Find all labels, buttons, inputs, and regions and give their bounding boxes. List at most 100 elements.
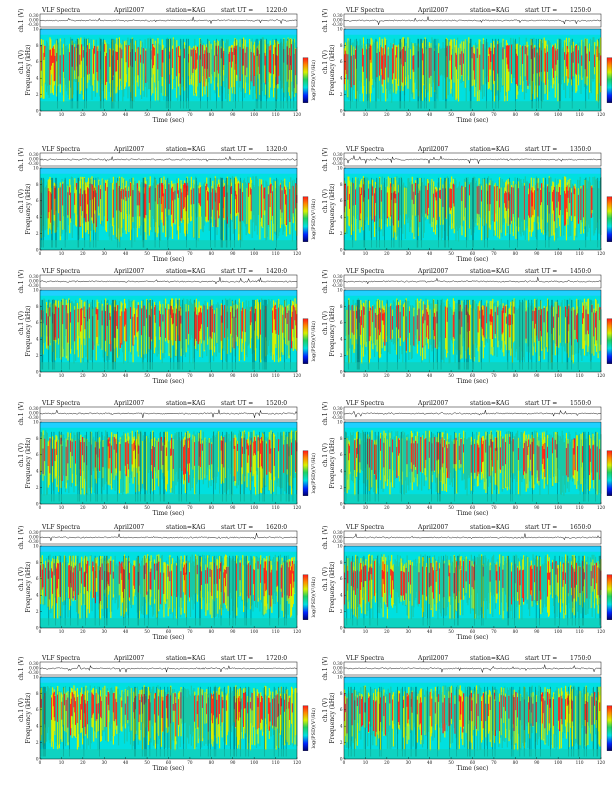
spectrogram-streak [220, 46, 222, 87]
spectrogram-spike [439, 431, 441, 502]
spectrogram-streak [99, 37, 101, 97]
spectrogram-intense-streak [195, 49, 197, 70]
spectrogram-streak [144, 306, 146, 359]
spectrogram-intense-streak [109, 49, 111, 67]
spectrogram-streak [106, 43, 108, 82]
spectrogram-intense-streak [235, 190, 237, 200]
spectrogram-streak [489, 434, 491, 483]
spectrogram-streak [483, 179, 485, 226]
spectrogram-streak [148, 442, 150, 470]
spectrogram-intense-streak [266, 570, 268, 590]
x-tick-label: 100 [250, 373, 258, 378]
spectrogram-spike [242, 38, 243, 109]
spectrogram-streak [257, 302, 259, 340]
spectrogram-intense-streak [535, 307, 537, 324]
spectrogram-intense-streak [118, 561, 120, 584]
spectrogram-streak [424, 37, 426, 98]
spectrogram-intense-streak [237, 183, 240, 213]
spectrogram-streak [130, 183, 132, 230]
spectrogram-intense-streak [515, 49, 517, 85]
spectrogram-streak [553, 559, 555, 606]
spectrogram-spike [508, 555, 509, 626]
spectrogram-streak [107, 44, 109, 83]
spectrogram-streak [591, 40, 593, 79]
spectrogram-streak [352, 188, 354, 232]
spectrogram-streak [213, 304, 215, 362]
spectrogram-streak [475, 431, 478, 481]
spectrogram-streak [448, 303, 450, 364]
spectrogram-intense-streak [248, 563, 250, 599]
spectrogram-intense-streak [532, 47, 534, 74]
spectrogram-streak [428, 430, 430, 489]
spectrogram-spike [598, 38, 599, 109]
spectrogram-spike [254, 299, 255, 370]
spectrogram-spike [365, 431, 366, 502]
x-tick-label: 30 [102, 112, 108, 117]
spectrogram-spike [149, 299, 151, 370]
spectrogram-streak [183, 44, 185, 87]
spectrogram-intense-streak [598, 53, 600, 61]
spectrogram-spike [280, 431, 282, 502]
spectrogram-intense-streak [383, 309, 385, 325]
spectrogram-intense-streak [198, 312, 200, 342]
colorbar [302, 57, 309, 103]
spectrogram-spike [567, 555, 569, 626]
spectrogram-streak [293, 437, 295, 471]
spectrogram-streak [98, 566, 100, 610]
spectrogram-intense-streak [190, 189, 192, 205]
spectrogram-streak [520, 179, 522, 237]
spectrogram-streak [235, 561, 237, 619]
spectrogram-streak [81, 440, 84, 489]
spectrogram-streak [40, 304, 42, 354]
spectrogram-intense-streak [452, 183, 454, 204]
spectrogram-streak [593, 187, 595, 236]
spectrogram-streak [210, 304, 212, 340]
spectrogram-streak [529, 180, 532, 230]
spectrogram-streak [133, 438, 135, 468]
spectrogram-intense-streak [446, 45, 448, 78]
spectrogram-streak [282, 432, 284, 496]
spectrogram-spike [61, 431, 62, 502]
spectrogram-streak [247, 43, 249, 95]
spectrogram-intense-streak [540, 189, 542, 206]
spectrogram-streak [456, 440, 458, 494]
spectrogram-spike [539, 555, 540, 626]
spectrogram-intense-streak [207, 52, 209, 69]
spectrogram-intense-streak [344, 54, 346, 85]
spectrogram-streak [258, 440, 260, 494]
spectrogram-streak [514, 46, 516, 75]
spectrogram-intense-streak [62, 305, 64, 325]
spectrogram-intense-streak [508, 45, 510, 72]
spectrogram-intense-streak [433, 570, 435, 599]
spectrogram-streak [136, 430, 138, 473]
spectrogram-streak [40, 310, 43, 337]
spectrogram-streak [547, 438, 550, 495]
spectrogram-streak [513, 40, 515, 78]
spectrogram-streak [439, 309, 441, 342]
spectrogram-streak [237, 440, 239, 472]
spectrogram-streak [78, 45, 80, 76]
x-tick-label: 0 [343, 112, 346, 117]
spectrogram-streak [208, 306, 210, 364]
spectrogram-intense-streak [136, 183, 138, 206]
spectrogram-intense-streak [92, 185, 94, 200]
spectrogram-intense-streak [487, 190, 489, 205]
spectrogram-spike [113, 299, 115, 370]
spectrogram-streak [40, 557, 42, 605]
spectrogram-spike [481, 299, 482, 370]
spectrogram-streak [344, 560, 347, 611]
spectrogram-streak [465, 39, 467, 102]
spectrogram-streak [194, 565, 196, 604]
spectrogram-streak [212, 435, 214, 479]
spectrogram-streak [189, 300, 191, 364]
spectrogram-intense-streak [153, 47, 156, 56]
spectrogram-streak [457, 303, 459, 351]
spectrogram-streak [490, 565, 492, 593]
spectrogram-streak [582, 302, 584, 349]
spectrogram-intense-streak [436, 441, 438, 461]
spectrogram-streak [361, 440, 363, 470]
x-tick-label: 60 [166, 373, 172, 378]
spectrogram-intense-streak [503, 305, 505, 313]
spectrogram-streak [254, 187, 256, 232]
spectrogram-streak [492, 43, 494, 84]
